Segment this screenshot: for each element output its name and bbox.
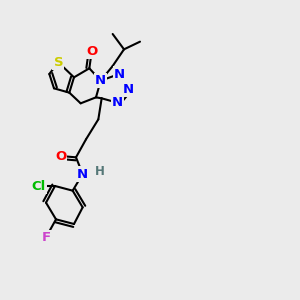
Text: O: O [86,45,97,58]
Text: S: S [53,56,63,69]
Text: N: N [77,167,88,181]
Text: H: H [95,165,105,178]
Text: N: N [95,74,106,87]
Text: Cl: Cl [31,179,46,193]
Text: N: N [123,83,134,96]
Text: O: O [55,149,66,163]
Text: N: N [114,68,125,80]
Text: N: N [112,96,123,109]
Text: F: F [41,231,51,244]
